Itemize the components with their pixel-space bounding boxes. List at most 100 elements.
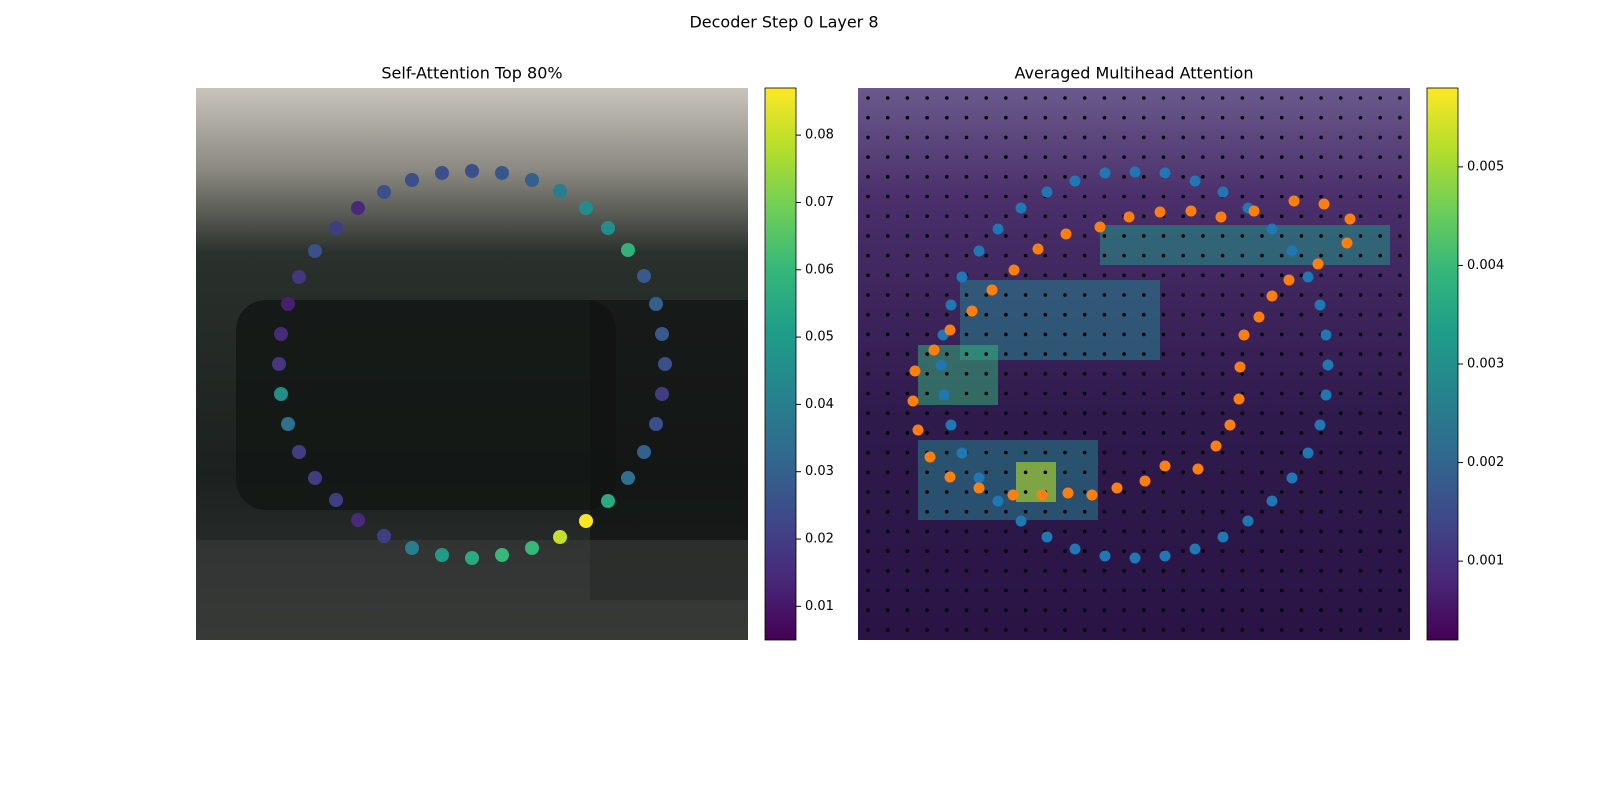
grid-dot xyxy=(1082,214,1087,218)
grid-dot xyxy=(1004,529,1008,534)
grid-dot xyxy=(1181,96,1185,100)
grid-dot xyxy=(905,509,910,514)
panel-title: Averaged Multihead Attention xyxy=(1015,64,1254,83)
grid-dot xyxy=(1319,490,1323,494)
grid-dot xyxy=(945,490,949,494)
grid-dot xyxy=(1004,411,1008,416)
grid-dot xyxy=(1102,431,1107,435)
grid-dot xyxy=(945,569,949,573)
grid-dot xyxy=(1082,391,1087,396)
grid-dot xyxy=(984,214,988,218)
grid-dot xyxy=(1279,352,1284,356)
attention-point xyxy=(658,357,672,371)
grid-dot xyxy=(1122,332,1126,337)
grid-dot xyxy=(1102,509,1107,514)
grid-dot xyxy=(1181,332,1185,337)
attention-point xyxy=(281,417,295,431)
grid-dot xyxy=(1161,332,1166,337)
grid-dot xyxy=(1142,194,1146,199)
grid-dot xyxy=(1102,293,1107,297)
attention-point xyxy=(579,514,593,528)
grid-dot xyxy=(1102,135,1107,140)
grid-dot xyxy=(984,490,988,494)
grid-dot xyxy=(866,628,870,632)
grid-dot xyxy=(1004,194,1008,199)
grid-dot xyxy=(1378,509,1382,514)
grid-dot xyxy=(1004,628,1008,632)
grid-dot xyxy=(1142,293,1146,297)
grid-dot xyxy=(1082,293,1087,297)
grid-dot xyxy=(1358,352,1363,356)
grid-dot xyxy=(1339,529,1343,534)
grid-dot xyxy=(1102,194,1107,199)
grid-dot xyxy=(1260,135,1264,140)
grid-dot xyxy=(1161,411,1166,416)
query-point xyxy=(1314,419,1326,431)
query-point xyxy=(966,305,978,317)
grid-dot xyxy=(1299,96,1304,100)
grid-dot xyxy=(905,372,910,376)
grid-dot xyxy=(1220,450,1225,455)
attention-point xyxy=(553,530,567,544)
grid-dot xyxy=(925,352,929,356)
grid-dot xyxy=(925,273,929,278)
grid-dot xyxy=(1339,411,1343,416)
grid-dot xyxy=(1260,431,1264,435)
grid-dot xyxy=(1398,253,1402,258)
grid-dot xyxy=(1240,470,1245,475)
grid-dot xyxy=(1181,411,1185,416)
grid-dot xyxy=(1004,509,1008,514)
grid-dot xyxy=(866,608,870,612)
grid-dot xyxy=(964,411,969,416)
grid-dot xyxy=(1378,352,1382,356)
grid-dot xyxy=(1279,234,1284,238)
grid-dot xyxy=(1161,253,1166,258)
grid-dot xyxy=(1142,411,1146,416)
grid-dot xyxy=(1299,569,1304,573)
grid-dot xyxy=(1358,214,1363,218)
query-point xyxy=(1344,213,1356,225)
grid-dot xyxy=(1220,372,1225,376)
attention-point xyxy=(655,387,669,401)
grid-dot xyxy=(1201,312,1205,317)
grid-dot xyxy=(1220,549,1225,553)
grid-dot xyxy=(1201,253,1205,258)
grid-dot xyxy=(1023,175,1028,179)
grid-dot xyxy=(1299,135,1304,140)
colorbar xyxy=(764,87,797,641)
query-point xyxy=(1094,221,1106,233)
grid-dot xyxy=(984,293,988,297)
grid-dot xyxy=(1260,332,1264,337)
grid-dot xyxy=(1240,96,1245,100)
grid-dot xyxy=(1004,569,1008,573)
query-point xyxy=(1286,472,1298,484)
grid-dot xyxy=(1161,234,1166,238)
grid-dot xyxy=(1142,332,1146,337)
grid-dot xyxy=(1161,194,1166,199)
query-point xyxy=(1069,175,1081,187)
grid-dot xyxy=(1082,332,1087,337)
grid-dot xyxy=(1004,135,1008,140)
grid-dot xyxy=(905,588,910,593)
grid-dot xyxy=(925,549,929,553)
grid-dot xyxy=(1122,234,1126,238)
query-point xyxy=(1217,531,1229,543)
grid-dot xyxy=(1299,372,1304,376)
grid-dot xyxy=(984,411,988,416)
grid-dot xyxy=(1339,293,1343,297)
grid-dot xyxy=(984,391,988,396)
grid-dot xyxy=(1299,352,1304,356)
grid-dot xyxy=(1319,549,1323,553)
query-point xyxy=(1062,487,1074,499)
grid-dot xyxy=(1023,608,1028,612)
grid-dot xyxy=(1378,450,1382,455)
grid-dot xyxy=(1201,115,1205,120)
grid-dot xyxy=(1043,312,1048,317)
grid-dot xyxy=(1122,411,1126,416)
grid-dot xyxy=(1122,529,1126,534)
grid-dot xyxy=(964,234,969,238)
grid-dot xyxy=(1378,273,1382,278)
grid-dot xyxy=(885,273,890,278)
query-point xyxy=(944,471,956,483)
